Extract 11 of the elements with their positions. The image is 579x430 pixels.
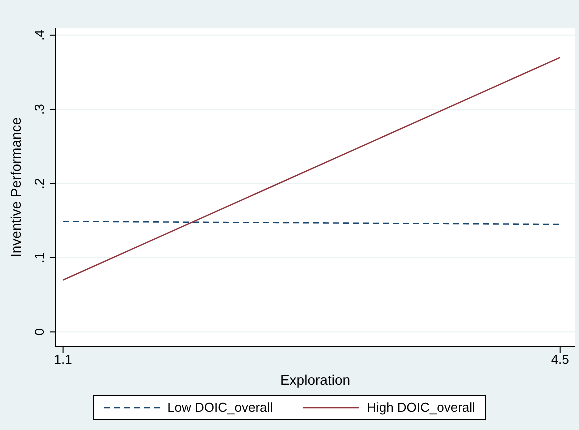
x-tick-label: 1.1 (54, 352, 72, 368)
y-tick-label: .3 (32, 104, 47, 116)
y-axis-title: Inventive Performance (8, 117, 24, 258)
x-axis-title: Exploration (280, 372, 351, 388)
legend-label: High DOIC_overall (367, 400, 476, 415)
y-tick-label: .1 (32, 252, 47, 264)
y-tick-label: 0 (32, 328, 47, 336)
y-tick-label: .4 (32, 30, 47, 41)
y-tick-label: .2 (32, 178, 47, 190)
legend-label: Low DOIC_overall (168, 400, 274, 415)
x-tick-label: 4.5 (551, 352, 570, 368)
